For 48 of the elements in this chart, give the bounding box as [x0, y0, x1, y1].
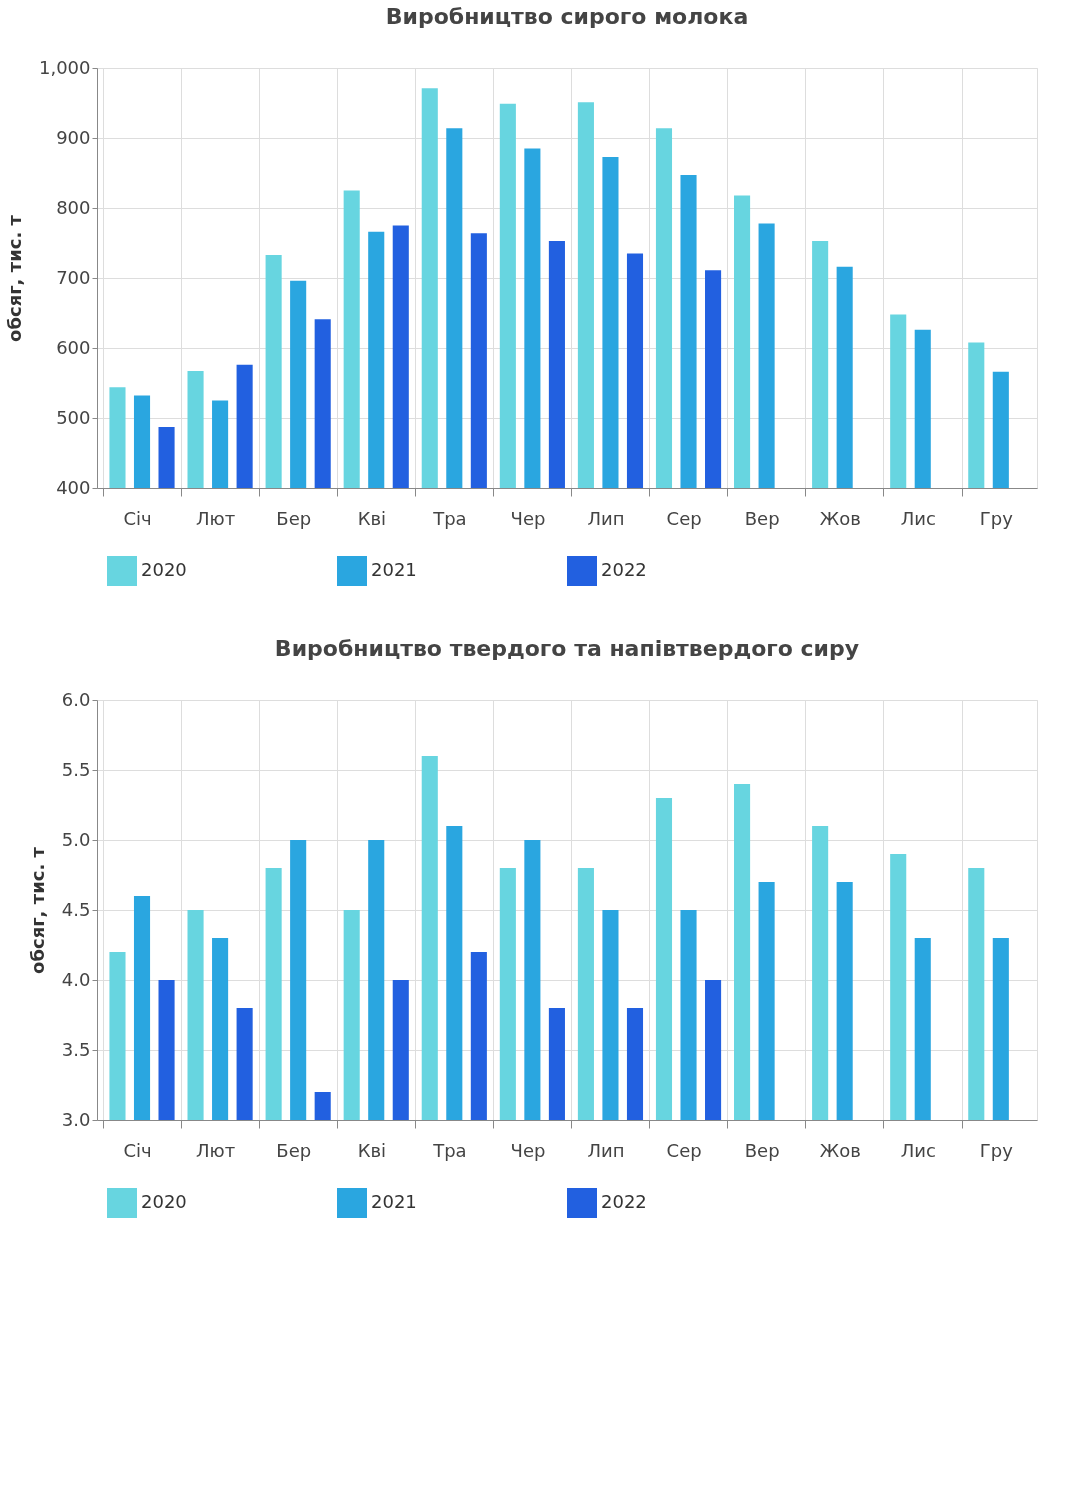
y-tick-label: 4.5 [61, 898, 91, 920]
x-tick-label: Жов [819, 1139, 861, 1161]
x-tick-label: Тра [432, 507, 467, 529]
x-tick-label: Лис [900, 1139, 936, 1161]
x-tick-label: Сер [666, 507, 702, 529]
x-tick-label: Січ [123, 507, 152, 529]
legend-label: 2022 [601, 1191, 647, 1212]
y-tick-label: 600 [56, 336, 91, 358]
x-tick-label: Бер [276, 507, 312, 529]
y-tick-label: 5.0 [61, 828, 91, 850]
y-axis-title: обсяг, тис. т [26, 846, 48, 974]
x-tick-label: Лют [196, 507, 236, 529]
chart-title: Виробництво сирого молока [385, 4, 749, 29]
x-tick-label: Лип [587, 1139, 625, 1161]
y-axis-title: обсяг, тис. т [3, 214, 25, 342]
chart-title: Виробництво твердого та напівтвердого сиру [274, 636, 860, 661]
x-tick-label: Чер [510, 1139, 546, 1161]
x-tick-label: Вер [744, 507, 780, 529]
x-tick-label: Бер [276, 1139, 312, 1161]
y-tick-label: 3.0 [61, 1108, 91, 1130]
x-tick-label: Лют [196, 1139, 236, 1161]
y-tick-label: 800 [56, 196, 91, 218]
x-tick-label: Сер [666, 1139, 702, 1161]
legend-label: 2021 [371, 559, 417, 580]
y-tick-label: 4.0 [61, 968, 91, 990]
y-tick-label: 500 [56, 406, 91, 428]
x-tick-label: Січ [123, 1139, 152, 1161]
x-tick-label: Кві [357, 1139, 387, 1161]
x-tick-label: Лис [900, 507, 936, 529]
x-tick-label: Жов [819, 507, 861, 529]
x-tick-label: Чер [510, 507, 546, 529]
x-tick-label: Гру [979, 507, 1014, 529]
legend-label: 2020 [141, 1191, 187, 1212]
y-tick-label: 6.0 [61, 688, 91, 710]
y-tick-label: 1,000 [38, 56, 91, 78]
x-tick-label: Тра [432, 1139, 467, 1161]
x-tick-label: Гру [979, 1139, 1014, 1161]
y-tick-label: 3.5 [61, 1038, 91, 1060]
y-tick-label: 900 [56, 126, 91, 148]
legend-label: 2021 [371, 1191, 417, 1212]
x-tick-label: Кві [357, 507, 387, 529]
legend-label: 2022 [601, 559, 647, 580]
y-tick-label: 400 [56, 476, 91, 498]
y-tick-label: 5.5 [61, 758, 91, 780]
x-tick-label: Лип [587, 507, 625, 529]
y-tick-label: 700 [56, 266, 91, 288]
x-tick-label: Вер [744, 1139, 780, 1161]
legend-label: 2020 [141, 559, 187, 580]
